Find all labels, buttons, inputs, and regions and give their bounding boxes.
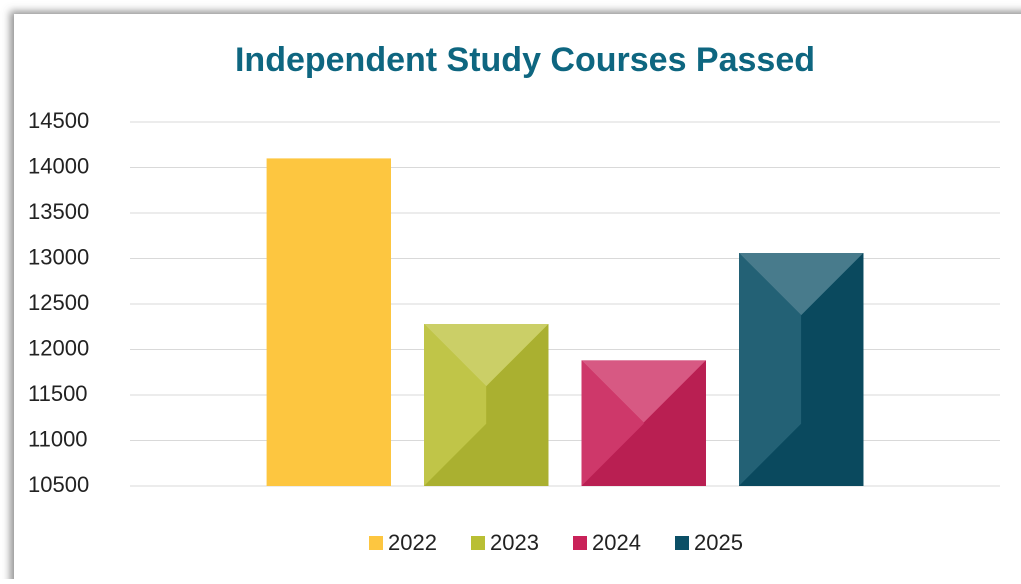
y-tick-label: 11500 [28,381,88,406]
legend-swatch [675,536,689,550]
card [14,14,1021,584]
y-tick-label: 11000 [28,426,88,451]
legend-swatch [369,536,383,550]
y-tick-label: 12000 [28,335,89,360]
y-tick-label: 14000 [28,153,89,178]
legend-swatch [471,536,485,550]
y-tick-label: 10500 [28,472,89,497]
legend-label: 2023 [490,530,539,555]
y-tick-label: 14500 [28,108,89,133]
legend-label: 2024 [592,530,641,555]
bar-facet [424,324,487,486]
bar-facet [739,253,802,486]
bar-facet [739,253,864,486]
chart-title: Independent Study Courses Passed [235,41,815,79]
bar [266,158,391,486]
bar-facet [581,360,644,486]
bar-facet [424,324,549,486]
bar-facet [581,360,706,423]
bar-facet [739,253,864,316]
y-tick-label: 13500 [28,199,89,224]
legend-swatch [573,536,587,550]
legend-label: 2022 [388,530,437,555]
bar-facet [424,324,549,387]
y-tick-label: 13000 [28,244,89,269]
bar-facet [581,360,706,486]
y-tick-label: 12500 [28,290,89,315]
legend-label: 2025 [694,530,743,555]
